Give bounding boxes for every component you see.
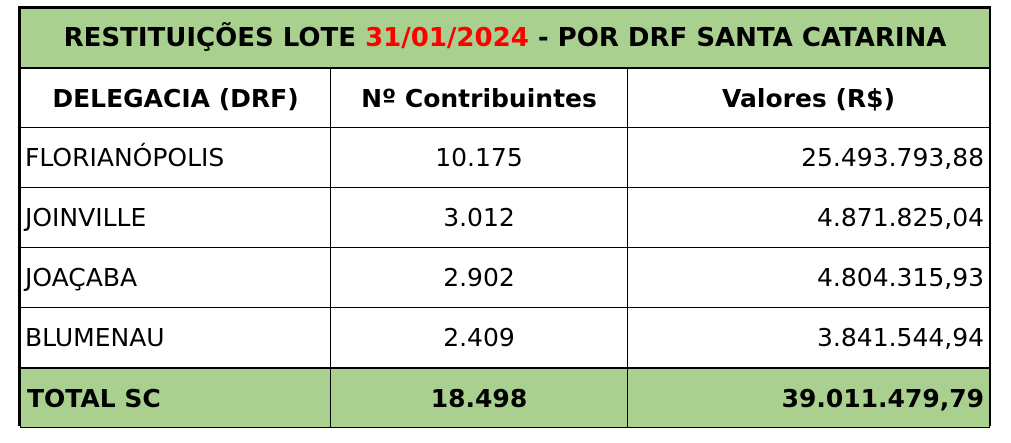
table-row: JOINVILLE 3.012 4.871.825,04 xyxy=(20,187,991,248)
title-prefix: RESTITUIÇÕES LOTE xyxy=(63,23,366,53)
title-row: RESTITUIÇÕES LOTE 31/01/2024 - POR DRF S… xyxy=(19,8,991,69)
delegacia-cell: BLUMENAU xyxy=(20,307,331,369)
total-label: TOTAL SC xyxy=(20,367,331,428)
column-header-valores: Valores (R$) xyxy=(626,67,991,128)
delegacia-cell: FLORIANÓPOLIS xyxy=(20,127,331,188)
total-contribuintes: 18.498 xyxy=(330,367,628,428)
contribuintes-cell: 2.409 xyxy=(330,307,628,369)
valores-cell: 3.841.544,94 xyxy=(626,307,991,369)
table-title: RESTITUIÇÕES LOTE 31/01/2024 - POR DRF S… xyxy=(19,8,991,69)
column-header-contribuintes: Nº Contribuintes xyxy=(330,67,628,128)
table-row: FLORIANÓPOLIS 10.175 25.493.793,88 xyxy=(20,127,991,188)
delegacia-cell: JOAÇABA xyxy=(20,247,331,308)
table-row: BLUMENAU 2.409 3.841.544,94 xyxy=(20,307,991,369)
delegacia-cell: JOINVILLE xyxy=(20,187,331,248)
valores-cell: 25.493.793,88 xyxy=(626,127,991,188)
valores-cell: 4.871.825,04 xyxy=(626,187,991,248)
title-suffix: - POR DRF SANTA CATARINA xyxy=(528,23,947,53)
column-header-delegacia: DELEGACIA (DRF) xyxy=(20,67,331,128)
contribuintes-cell: 3.012 xyxy=(330,187,628,248)
contribuintes-cell: 10.175 xyxy=(330,127,628,188)
restitution-table: RESTITUIÇÕES LOTE 31/01/2024 - POR DRF S… xyxy=(19,8,991,428)
total-row: TOTAL SC 18.498 39.011.479,79 xyxy=(20,367,991,428)
contribuintes-cell: 2.902 xyxy=(330,247,628,308)
valores-cell: 4.804.315,93 xyxy=(626,247,991,308)
restitution-table-frame: RESTITUIÇÕES LOTE 31/01/2024 - POR DRF S… xyxy=(18,6,991,428)
header-row: DELEGACIA (DRF) Nº Contribuintes Valores… xyxy=(20,67,991,128)
title-date: 31/01/2024 xyxy=(365,23,529,53)
total-valores: 39.011.479,79 xyxy=(626,367,991,428)
table-row: JOAÇABA 2.902 4.804.315,93 xyxy=(20,247,991,308)
